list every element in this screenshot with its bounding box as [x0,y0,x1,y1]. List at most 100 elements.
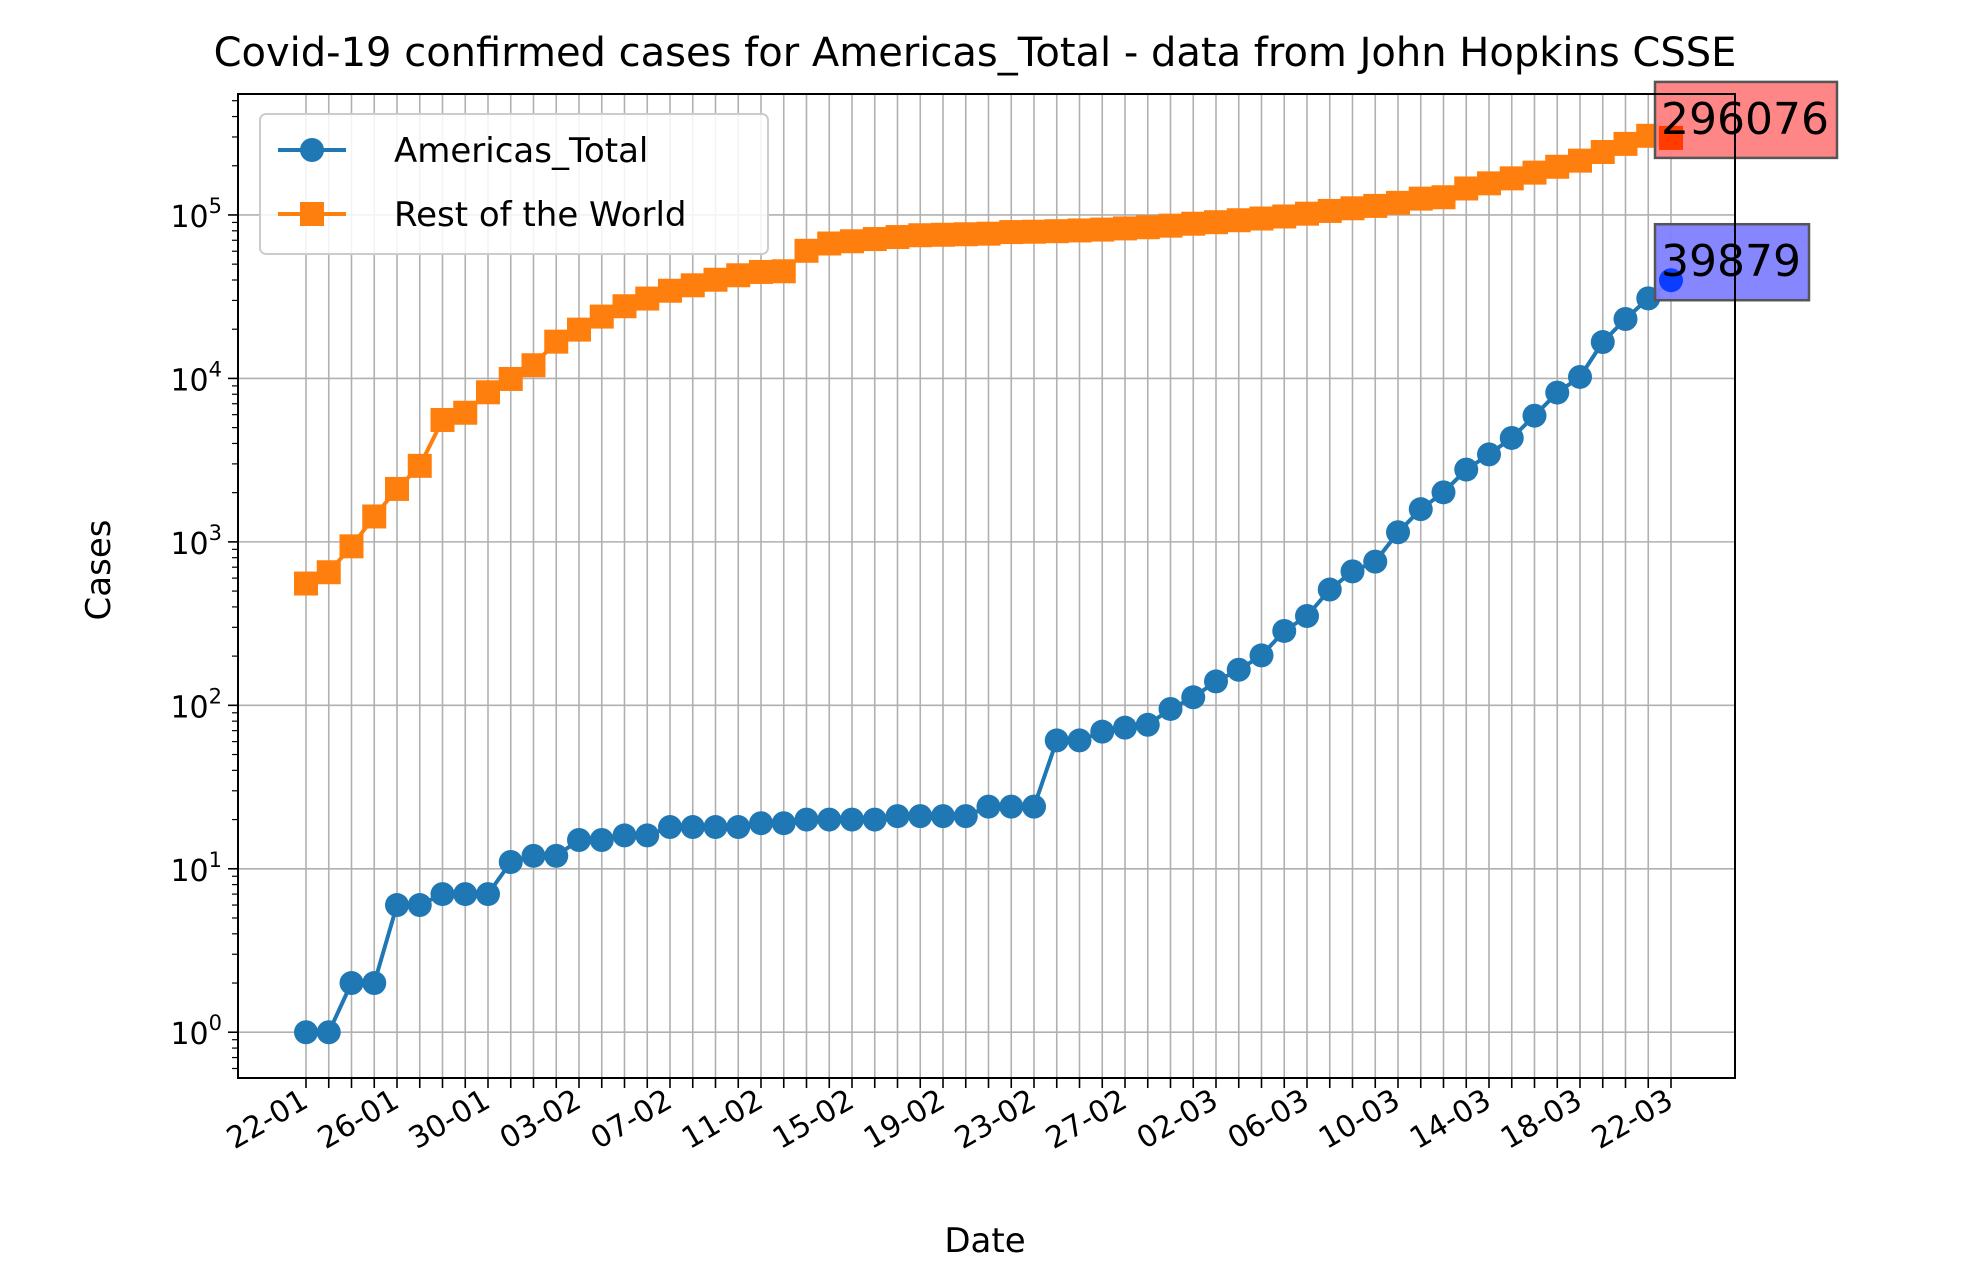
series-point-circle [976,794,1001,819]
series-point-circle [294,1020,318,1045]
series-point-circle [726,815,751,840]
series-point-square [1022,219,1046,244]
series-point-square [1113,216,1137,241]
series-point-square [931,222,955,247]
series-point-circle [862,807,887,832]
series-point-square [703,267,728,292]
annotation-marker-square [1659,125,1683,150]
series-point-square [1454,176,1479,201]
series-point-circle [1113,715,1137,740]
series-point-square [453,400,478,425]
series-point-square [1044,219,1069,244]
series-point-square [1590,140,1615,165]
series-point-square [362,504,387,529]
series-point-circle [498,850,523,875]
series-point-circle [567,827,591,852]
series-point-circle [703,815,728,840]
series-point-square [726,263,751,288]
series-point-circle [407,893,432,918]
legend-marker-square [300,202,324,226]
series-point-circle [612,823,637,848]
series-point-square [1408,186,1433,211]
series-point-circle [339,971,364,996]
series-point-square [1568,148,1592,173]
series-point-circle [1431,480,1456,505]
series-point-square [476,380,500,405]
series-point-square [1135,215,1160,240]
series-point-circle [1340,559,1365,584]
series-point-circle [1454,457,1479,482]
series-point-circle [1090,719,1115,744]
series-point-square [521,353,546,378]
series-point-circle [385,893,409,918]
series-point-square [1431,185,1456,210]
series-point-circle [1477,442,1501,467]
series-point-circle [1522,403,1547,428]
series-point-circle [1249,643,1274,668]
x-axis-label: Date [944,1221,1025,1261]
series-point-circle [680,815,705,840]
legend-label-0: Americas_Total [394,131,648,171]
series-point-square [1613,131,1638,156]
series-point-circle [544,843,569,868]
legend: Americas_Total Rest of the World [259,113,769,255]
series-point-square [771,259,796,284]
series-point-circle [1135,712,1160,737]
series-point-square [1295,201,1319,226]
series-point-square [385,476,409,501]
series-point-square [953,222,978,247]
series-point-square [999,220,1024,245]
series-point-square [1090,217,1115,242]
y-axis-label: Cases [79,520,119,621]
series-point-square [1499,166,1524,191]
series-point-circle [430,882,455,907]
legend-label-1: Rest of the World [394,195,687,235]
series-point-square [339,534,364,559]
series-point-square [407,453,432,478]
annotation-label-1: 296076 [1661,94,1829,145]
y-tick-label: 102 [170,684,222,725]
series-point-circle [1363,549,1388,574]
series-point-circle [589,827,614,852]
series-point-square [794,238,819,263]
series-point-square [1317,198,1342,223]
series-point-square [498,366,523,391]
series-point-square [544,329,569,354]
series-point-circle [1545,380,1570,405]
series-point-circle [1408,497,1433,522]
series-point-square [1386,190,1410,215]
series-point-circle [1181,685,1206,710]
y-tick-label: 104 [170,357,222,398]
annotation-label-0: 39879 [1661,236,1801,287]
series-point-circle [1067,728,1092,753]
series-point-square [1272,204,1297,229]
chart-title: Covid-19 confirmed cases for Americas_To… [214,30,1737,76]
grid [238,94,1735,1078]
series-point-circle [1499,425,1524,450]
series-point-square [680,273,705,298]
series-point-square [658,278,682,303]
series-point-square [1545,154,1570,179]
series-point-circle [453,882,478,907]
series-point-square [908,223,933,248]
series-point-square [749,259,773,284]
series-point-square [1522,160,1547,185]
series-point-square [567,317,591,342]
series-point-circle [1044,728,1069,753]
series-point-circle [362,971,387,996]
series-point-square [294,571,318,596]
series-point-circle [1386,520,1410,545]
series-point-circle [521,843,546,868]
series-point-square [1363,193,1388,218]
series-point-circle [1317,577,1342,602]
annotation-box-0 [1653,222,1811,302]
series-point-square [589,304,614,329]
series-point-circle [1295,603,1319,628]
series-point-circle [658,815,682,840]
legend-box [259,113,769,255]
series-point-circle [771,811,796,836]
y-tick-label: 100 [170,1011,222,1052]
y-tick-label: 105 [170,194,222,235]
y-tick-label: 103 [170,521,222,562]
